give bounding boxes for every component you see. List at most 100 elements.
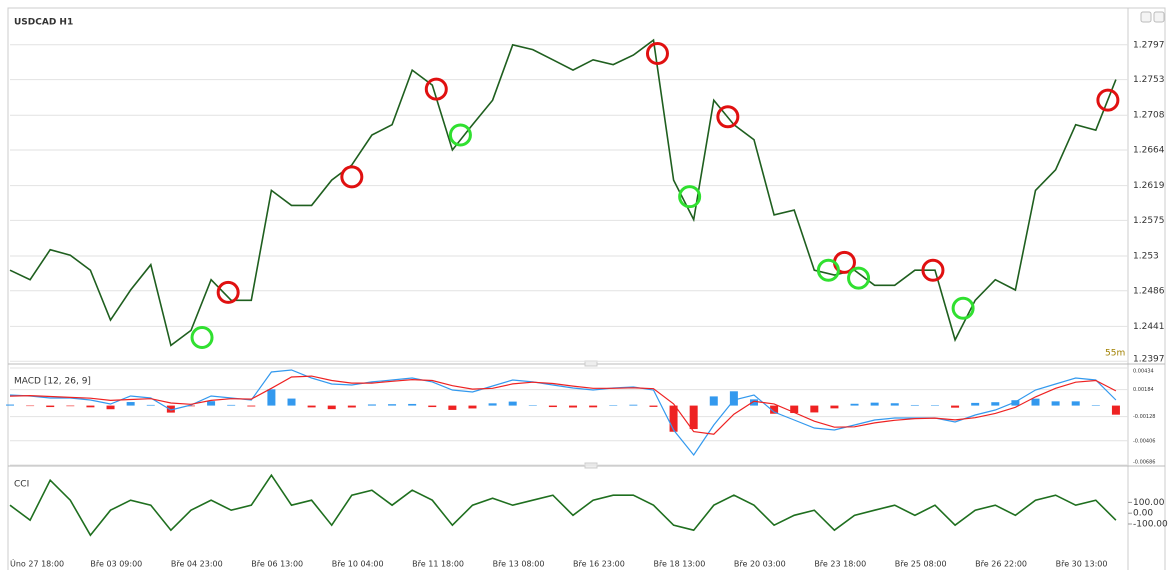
x-tick-label: Bře 16 23:00 xyxy=(573,560,625,569)
close-button[interactable] xyxy=(1153,11,1165,23)
histogram-bar xyxy=(749,399,758,406)
histogram-bar xyxy=(1071,401,1080,406)
histogram-bar xyxy=(709,396,718,406)
histogram-bar xyxy=(850,403,859,406)
histogram-bar xyxy=(1011,400,1020,406)
y-tick-label: 100.00 xyxy=(1133,498,1165,508)
signal-marker xyxy=(448,123,472,147)
histogram-bar xyxy=(810,405,819,413)
histogram-bar xyxy=(951,405,960,408)
histogram-bar xyxy=(548,405,557,408)
timer-label: 55m xyxy=(1105,349,1125,359)
x-tick-label: Úno 27 18:00 xyxy=(10,558,64,569)
histogram-bar xyxy=(770,405,779,414)
histogram-bar xyxy=(790,405,799,414)
histogram-bar xyxy=(971,402,980,406)
x-tick-label: Bře 04 23:00 xyxy=(171,560,223,569)
y-tick-label: 1.2397 xyxy=(1133,355,1165,365)
histogram-bar xyxy=(1031,398,1040,406)
y-tick-label: -0.00686 xyxy=(1133,460,1155,466)
histogram-bar xyxy=(46,405,55,408)
y-tick-label: 1.2575 xyxy=(1133,216,1165,226)
histogram-bar xyxy=(408,403,417,406)
x-tick-label: Bře 20 03:00 xyxy=(734,560,786,569)
histogram-bar xyxy=(388,404,397,406)
signal-marker xyxy=(678,185,702,209)
y-tick-label: 0.00 xyxy=(1133,509,1153,519)
signal-marker xyxy=(816,258,840,282)
signal-marker xyxy=(951,296,975,320)
histogram-bar xyxy=(569,405,578,408)
resize-handle[interactable] xyxy=(584,360,598,367)
x-tick-label: Bře 30 13:00 xyxy=(1056,560,1108,569)
histogram-bar xyxy=(468,405,477,409)
signal-marker xyxy=(921,258,945,282)
histogram-bar xyxy=(870,402,879,406)
x-tick-label: Bře 06 13:00 xyxy=(251,560,303,569)
histogram-bar xyxy=(207,401,216,406)
x-tick-label: Bře 25 08:00 xyxy=(895,560,947,569)
frame xyxy=(7,7,1166,570)
histogram-bar xyxy=(729,391,738,406)
histogram-bar xyxy=(307,405,316,408)
histogram-bar xyxy=(66,405,75,407)
y-tick-label: -100.00 xyxy=(1133,520,1168,530)
histogram-bar xyxy=(910,404,919,406)
histogram-bar xyxy=(629,404,638,406)
y-tick-label: 1.2486 xyxy=(1133,286,1165,296)
histogram-bar xyxy=(86,405,95,408)
histogram-bar xyxy=(488,403,497,406)
chart-title: USDCAD H1 xyxy=(14,18,73,28)
x-tick-label: Bře 03 09:00 xyxy=(90,560,142,569)
y-tick-label: 1.2664 xyxy=(1133,146,1165,156)
histogram-bar xyxy=(166,405,175,413)
y-tick-label: 1.2441 xyxy=(1133,322,1165,332)
histogram-bar xyxy=(126,402,135,406)
signal-marker xyxy=(216,280,240,304)
panel-title: CCI xyxy=(14,480,29,490)
histogram-bar xyxy=(287,398,296,406)
histogram-bar xyxy=(589,405,598,408)
histogram-bar xyxy=(267,389,276,406)
histogram-bar xyxy=(689,405,698,430)
histogram-bar xyxy=(247,405,256,407)
signal-marker xyxy=(716,105,740,129)
signal-marker xyxy=(424,77,448,101)
x-tick-label: Bře 18 13:00 xyxy=(653,560,705,569)
histogram-bar xyxy=(1091,405,1100,406)
panel-title: MACD [12, 26, 9] xyxy=(14,377,91,387)
y-tick-label: -0.00406 xyxy=(1133,438,1155,444)
histogram-bar xyxy=(1111,405,1120,415)
histogram-bar xyxy=(669,405,678,432)
histogram-bar xyxy=(528,405,537,406)
series-line xyxy=(9,375,1117,435)
y-tick-label: 0.00184 xyxy=(1133,387,1154,393)
y-tick-label: 1.2619 xyxy=(1133,181,1165,191)
x-tick-label: Bře 11 18:00 xyxy=(412,560,464,569)
histogram-bar xyxy=(830,405,839,409)
x-tick-label: Bře 13 08:00 xyxy=(493,560,545,569)
histogram-bar xyxy=(186,405,195,407)
histogram-bar xyxy=(227,404,236,406)
histogram-bar xyxy=(428,405,437,408)
y-tick-label: 1.2797 xyxy=(1133,40,1165,50)
histogram-bar xyxy=(448,405,457,410)
edit-button[interactable] xyxy=(1140,11,1152,23)
histogram-bar xyxy=(327,405,336,410)
x-tick-label: Bře 23 18:00 xyxy=(814,560,866,569)
signal-marker xyxy=(645,42,669,66)
series-line xyxy=(9,473,1117,537)
y-tick-label: 0.00434 xyxy=(1133,369,1154,375)
histogram-bar xyxy=(106,405,115,410)
histogram-bar xyxy=(1051,401,1060,406)
histogram-bar xyxy=(930,405,939,406)
histogram-bar xyxy=(991,402,1000,406)
histogram-bar xyxy=(890,403,899,406)
series-line xyxy=(9,38,1117,347)
y-tick-label: 1.2753 xyxy=(1133,75,1165,85)
histogram-bar xyxy=(26,405,35,407)
histogram-bar xyxy=(649,405,658,407)
histogram-bar xyxy=(347,405,356,408)
signal-marker xyxy=(340,165,364,189)
signal-marker xyxy=(847,266,871,290)
